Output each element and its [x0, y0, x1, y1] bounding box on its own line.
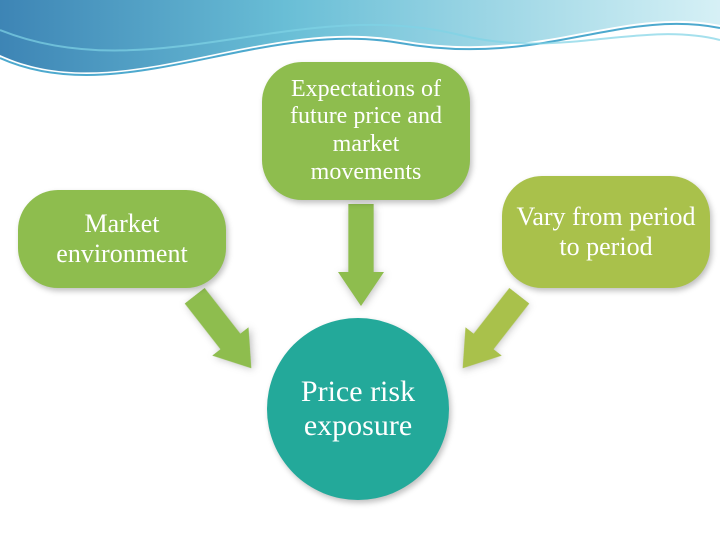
node-vary-period: Vary from period to period — [502, 176, 710, 288]
node-price-risk-exposure-label: Price risk exposure — [281, 375, 435, 444]
arrow-from-left — [177, 282, 270, 383]
node-vary-period-label: Vary from period to period — [516, 202, 696, 262]
arrow-from-top — [338, 204, 384, 306]
arrow-from-right — [445, 282, 538, 383]
node-price-risk-exposure: Price risk exposure — [267, 318, 449, 500]
node-market-environment: Market environment — [18, 190, 226, 288]
node-expectations-label: Expectations of future price and market … — [276, 76, 456, 186]
node-expectations: Expectations of future price and market … — [262, 62, 470, 200]
node-market-environment-label: Market environment — [32, 209, 212, 269]
